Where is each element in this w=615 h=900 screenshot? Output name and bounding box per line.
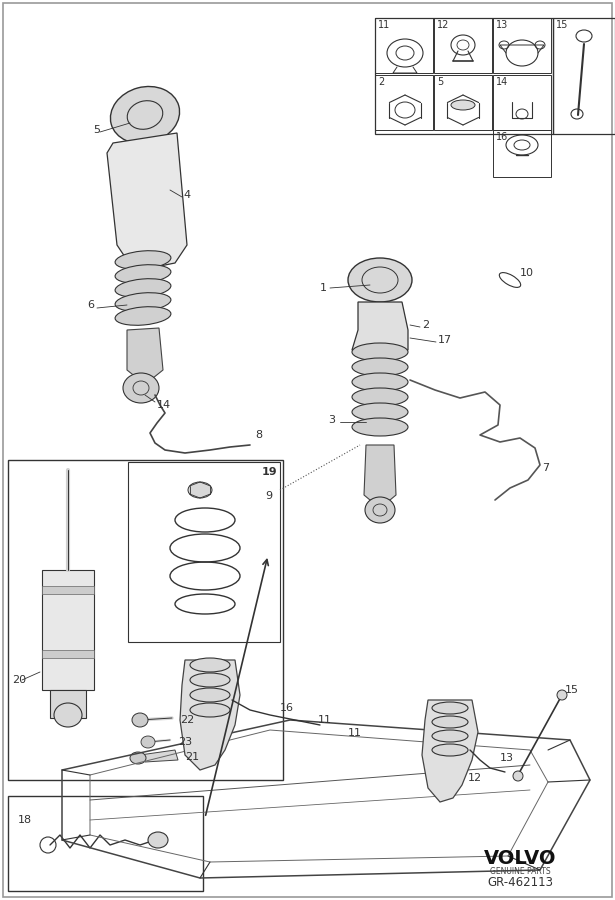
Ellipse shape xyxy=(432,716,468,728)
Text: 4: 4 xyxy=(183,190,190,200)
Bar xyxy=(8,796,203,891)
Bar xyxy=(375,75,433,130)
Text: 10: 10 xyxy=(520,268,534,278)
Ellipse shape xyxy=(190,688,230,702)
Text: 12: 12 xyxy=(437,20,450,30)
Ellipse shape xyxy=(115,265,171,284)
Ellipse shape xyxy=(148,832,168,848)
Ellipse shape xyxy=(190,658,230,672)
Polygon shape xyxy=(107,133,187,267)
Ellipse shape xyxy=(432,702,468,714)
Polygon shape xyxy=(127,328,163,378)
Polygon shape xyxy=(422,700,478,802)
Bar xyxy=(434,18,492,73)
Bar xyxy=(434,75,492,130)
Ellipse shape xyxy=(352,388,408,406)
Text: 16: 16 xyxy=(280,703,294,713)
Ellipse shape xyxy=(141,736,155,748)
Text: 8: 8 xyxy=(255,430,262,440)
Text: 11: 11 xyxy=(318,715,332,725)
Text: 7: 7 xyxy=(542,463,549,473)
Ellipse shape xyxy=(365,497,395,523)
Text: 11: 11 xyxy=(348,728,362,738)
Text: 12: 12 xyxy=(468,773,482,783)
Ellipse shape xyxy=(115,307,171,325)
Ellipse shape xyxy=(115,279,171,297)
Ellipse shape xyxy=(188,482,212,498)
Ellipse shape xyxy=(123,373,159,403)
Text: 14: 14 xyxy=(157,400,171,410)
Bar xyxy=(375,18,433,73)
Text: 5: 5 xyxy=(437,77,443,87)
Ellipse shape xyxy=(54,703,82,727)
Text: 19: 19 xyxy=(262,467,277,477)
Ellipse shape xyxy=(432,744,468,756)
Text: 14: 14 xyxy=(496,77,508,87)
Ellipse shape xyxy=(111,86,180,143)
Text: 15: 15 xyxy=(556,20,568,30)
Text: 1: 1 xyxy=(320,283,327,293)
Ellipse shape xyxy=(130,752,146,764)
Text: 16: 16 xyxy=(496,132,508,142)
Ellipse shape xyxy=(115,292,171,311)
Ellipse shape xyxy=(451,100,475,110)
Ellipse shape xyxy=(352,403,408,421)
Bar xyxy=(493,18,551,73)
Text: 15: 15 xyxy=(565,685,579,695)
Ellipse shape xyxy=(190,673,230,687)
Ellipse shape xyxy=(513,771,523,781)
Text: 5: 5 xyxy=(93,125,100,135)
Bar xyxy=(375,18,553,134)
Text: 21: 21 xyxy=(185,752,199,762)
Text: 6: 6 xyxy=(87,300,94,310)
Text: 2: 2 xyxy=(378,77,384,87)
Bar xyxy=(42,570,94,690)
Text: 13: 13 xyxy=(500,753,514,763)
Polygon shape xyxy=(140,750,178,762)
Text: 23: 23 xyxy=(178,737,192,747)
Ellipse shape xyxy=(115,251,171,269)
Ellipse shape xyxy=(352,358,408,376)
Text: 9: 9 xyxy=(265,491,272,501)
Bar xyxy=(42,650,94,658)
Ellipse shape xyxy=(557,690,567,700)
Ellipse shape xyxy=(348,258,412,302)
Polygon shape xyxy=(352,302,408,350)
Text: 11: 11 xyxy=(378,20,391,30)
Text: 17: 17 xyxy=(438,335,452,345)
Text: 13: 13 xyxy=(496,20,508,30)
Bar xyxy=(8,460,283,780)
Ellipse shape xyxy=(432,730,468,742)
Bar xyxy=(50,690,86,718)
Text: GENUINE PARTS: GENUINE PARTS xyxy=(490,867,550,876)
Bar xyxy=(493,75,551,130)
Text: 2: 2 xyxy=(422,320,429,330)
Bar xyxy=(493,130,551,177)
Text: 18: 18 xyxy=(18,815,32,825)
Text: 20: 20 xyxy=(12,675,26,685)
Text: 3: 3 xyxy=(328,415,335,425)
Ellipse shape xyxy=(352,343,408,361)
Ellipse shape xyxy=(132,713,148,727)
Bar xyxy=(128,462,280,642)
Text: 22: 22 xyxy=(180,715,194,725)
Ellipse shape xyxy=(352,418,408,436)
Text: GR-462113: GR-462113 xyxy=(487,876,553,888)
Text: VOLVO: VOLVO xyxy=(484,849,556,868)
Ellipse shape xyxy=(352,373,408,391)
Bar xyxy=(553,18,615,134)
Polygon shape xyxy=(364,445,396,500)
Ellipse shape xyxy=(190,703,230,717)
Bar xyxy=(42,586,94,594)
Polygon shape xyxy=(180,660,240,770)
